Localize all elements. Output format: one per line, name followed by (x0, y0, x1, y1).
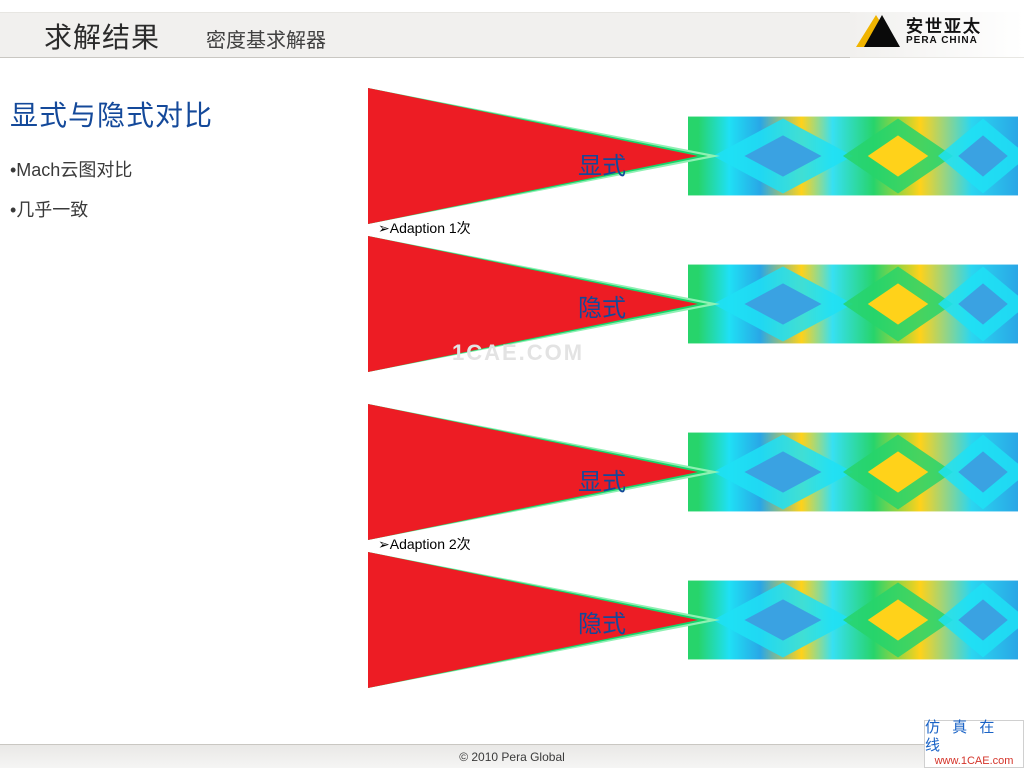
badge-cn: 仿 真 在 线 (925, 719, 1023, 755)
contour-plot: 显式 (368, 88, 1018, 224)
copyright: © 2010 Pera Global (459, 750, 565, 764)
sidebar-title: 显式与隐式对比 (10, 94, 350, 134)
contour-plot: 显式 (368, 404, 1018, 540)
logo: 安世亚太 PERA CHINA (856, 8, 1014, 56)
header: 求解结果 密度基求解器 安世亚太 PERA CHINA (0, 0, 1024, 70)
figure-block: 显式隐式➢Adaption 2次 (368, 404, 1018, 688)
sidebar-point: •Mach云图对比 (10, 156, 350, 182)
logo-en: PERA CHINA (906, 36, 982, 47)
contour-plot: 隐式 (368, 236, 1018, 372)
badge-url: www.1CAE.com (935, 755, 1014, 768)
figure-area: 显式隐式➢Adaption 1次1CAE.COM显式隐式➢Adaption 2次 (368, 88, 1018, 720)
page-subtitle: 密度基求解器 (206, 24, 326, 53)
figure-caption: ➢Adaption 1次 (378, 218, 471, 238)
sidebar: 显式与隐式对比 •Mach云图对比 •几乎一致 (10, 94, 350, 236)
sidebar-point: •几乎一致 (10, 196, 350, 222)
logo-text: 安世亚太 PERA CHINA (906, 18, 982, 46)
figure-block: 显式隐式➢Adaption 1次1CAE.COM (368, 88, 1018, 372)
figure-caption: ➢Adaption 2次 (378, 534, 471, 554)
contour-plot: 隐式 (368, 552, 1018, 688)
source-badge: 仿 真 在 线 www.1CAE.com (924, 720, 1024, 768)
footer: © 2010 Pera Global (0, 744, 1024, 768)
page-title: 求解结果 (44, 16, 160, 56)
slide: 求解结果 密度基求解器 安世亚太 PERA CHINA 显式与隐式对比 •Mac… (0, 0, 1024, 768)
logo-cn: 安世亚太 (906, 18, 982, 36)
logo-mark-icon (856, 13, 900, 51)
